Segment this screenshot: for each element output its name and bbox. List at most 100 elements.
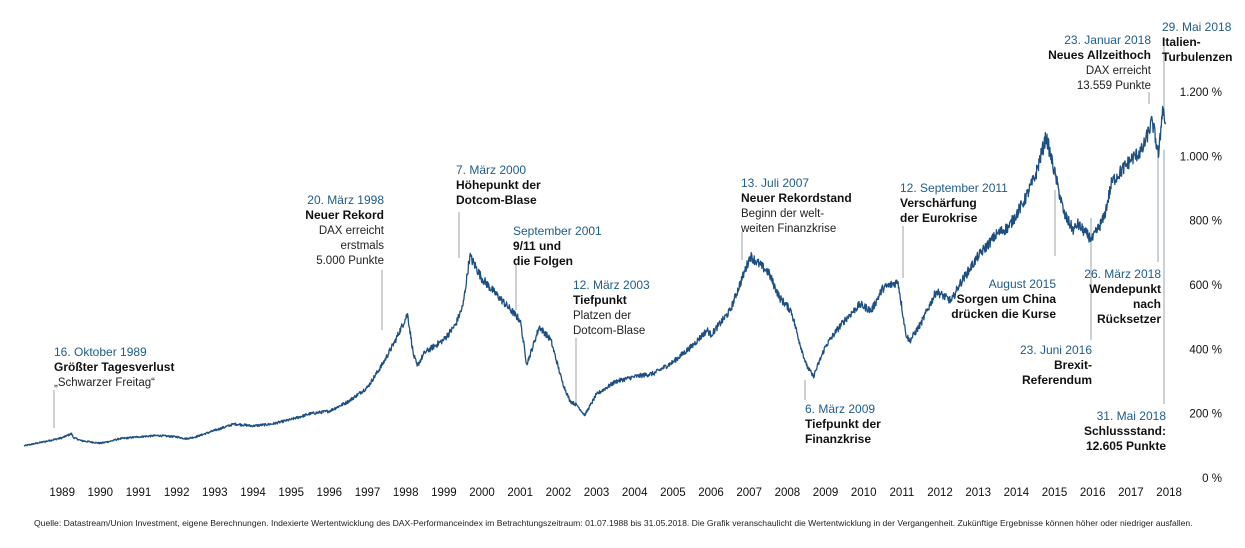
annotation-date: 13. Juli 2007 xyxy=(741,176,809,190)
annotation-title: Tiefpunkt der xyxy=(805,417,881,431)
annotation-date: 20. März 1998 xyxy=(307,193,384,207)
annotation-text: 13.559 Punkte xyxy=(1077,80,1151,92)
annotation-title: Turbulenzen xyxy=(1162,50,1232,64)
x-tick-label: 2007 xyxy=(736,487,762,499)
annotation-text: DAX erreicht xyxy=(319,225,385,237)
annotation-text: Beginn der welt- xyxy=(741,208,824,220)
annotation-title: Höhepunkt der xyxy=(456,178,541,192)
series-line xyxy=(23,105,1167,447)
x-tick-label: 2001 xyxy=(507,487,533,499)
x-tick-label: 1995 xyxy=(278,487,304,499)
annotation-text: Dotcom-Blase xyxy=(573,325,645,337)
annotation-text: „Schwarzer Freitag“ xyxy=(54,377,155,389)
x-tick-label: 2012 xyxy=(927,487,953,499)
y-tick-label: 1.200 % xyxy=(1180,87,1222,99)
annotation-2011: 12. September 2011 Verschärfung der Euro… xyxy=(900,181,1008,225)
annotation-title: Größter Tagesverlust xyxy=(54,360,174,374)
annotation-text: DAX erreicht xyxy=(1086,65,1152,77)
annotation-title: Tiefpunkt xyxy=(573,293,627,307)
annotation-text: Platzen der xyxy=(573,310,631,322)
x-tick-label: 1990 xyxy=(88,487,114,499)
annotation-date: August 2015 xyxy=(989,277,1057,291)
x-tick-label: 1992 xyxy=(164,487,190,499)
annotation-2018-end: 31. Mai 2018 Schlussstand: 12.605 Punkte xyxy=(1084,409,1166,453)
y-tick-label: 0 % xyxy=(1202,473,1222,485)
x-tick-label: 1999 xyxy=(431,487,457,499)
annotation-title: nach xyxy=(1133,297,1161,311)
annotation-date: 12. März 2003 xyxy=(573,278,650,292)
x-tick-label: 2014 xyxy=(1004,487,1030,499)
annotation-title: Neuer Rekord xyxy=(305,208,384,222)
annotation-date: 29. Mai 2018 xyxy=(1162,20,1232,34)
series-group xyxy=(23,105,1167,447)
x-tick-label: 1993 xyxy=(202,487,228,499)
x-tick-label: 1994 xyxy=(240,487,266,499)
x-tick-label: 2002 xyxy=(546,487,572,499)
x-tick-label: 2004 xyxy=(622,487,648,499)
annotation-2001: September 2001 9/11 und die Folgen xyxy=(513,224,602,268)
annotation-text: 5.000 Punkte xyxy=(316,255,384,267)
annotation-leaders xyxy=(53,38,1165,428)
annotation-title: Italien- xyxy=(1162,35,1201,49)
annotation-date: 26. März 2018 xyxy=(1084,267,1161,281)
annotation-date: 23. Januar 2018 xyxy=(1064,33,1151,47)
annotation-date: 7. März 2000 xyxy=(456,163,526,177)
annotation-2018-may: 29. Mai 2018 Italien- Turbulenzen xyxy=(1162,20,1232,64)
annotation-date: 6. März 2009 xyxy=(805,402,875,416)
annotation-title: 9/11 und xyxy=(513,239,561,253)
annotation-title: Wendepunkt xyxy=(1089,282,1161,296)
annotation-title: Brexit- xyxy=(1054,358,1092,372)
annotation-date: 16. Oktober 1989 xyxy=(54,345,147,359)
y-tick-label: 800 % xyxy=(1189,216,1222,228)
annotation-2018-mar: 26. März 2018 Wendepunkt nach Rücksetzer xyxy=(1084,267,1161,326)
y-tick-label: 1.000 % xyxy=(1180,151,1222,163)
annotation-title: drücken die Kurse xyxy=(951,307,1056,321)
x-tick-label: 1997 xyxy=(355,487,381,499)
annotation-title: Rücksetzer xyxy=(1097,312,1161,326)
x-tick-label: 2006 xyxy=(698,487,724,499)
x-tick-label: 2005 xyxy=(660,487,686,499)
annotation-date: 12. September 2011 xyxy=(900,181,1008,195)
x-tick-label: 1996 xyxy=(317,487,343,499)
x-tick-label: 1991 xyxy=(126,487,152,499)
x-tick-label: 2000 xyxy=(469,487,495,499)
annotation-title: die Folgen xyxy=(513,254,573,268)
x-tick-label: 1998 xyxy=(393,487,419,499)
y-tick-label: 400 % xyxy=(1189,344,1222,356)
annotation-2016: 23. Juni 2016 Brexit- Referendum xyxy=(1020,343,1092,387)
annotation-title: 12.605 Punkte xyxy=(1086,439,1166,453)
annotation-title: Referendum xyxy=(1022,373,1092,387)
source-note: Quelle: Datastream/Union Investment, eig… xyxy=(34,518,1193,528)
annotation-text: erstmals xyxy=(341,240,385,252)
x-tick-label: 2018 xyxy=(1156,487,1182,499)
annotation-2003: 12. März 2003 Tiefpunkt Platzen der Dotc… xyxy=(573,278,650,337)
annotation-title: Verschärfung xyxy=(900,196,977,210)
x-tick-label: 2016 xyxy=(1080,487,1106,499)
annotation-2007: 13. Juli 2007 Neuer Rekordstand Beginn d… xyxy=(740,176,852,235)
annotation-title: Neuer Rekordstand xyxy=(741,191,852,205)
annotation-date: September 2001 xyxy=(513,224,602,238)
y-tick-label: 200 % xyxy=(1189,409,1222,421)
x-tick-label: 2008 xyxy=(775,487,801,499)
x-tick-label: 2015 xyxy=(1042,487,1068,499)
annotation-title: Finanzkrise xyxy=(805,432,871,446)
annotation-1998: 20. März 1998 Neuer Rekord DAX erreicht … xyxy=(305,193,385,267)
x-tick-label: 2017 xyxy=(1118,487,1144,499)
annotation-1989: 16. Oktober 1989 Größter Tagesverlust „S… xyxy=(54,345,174,389)
x-tick-label: 1989 xyxy=(49,487,75,499)
annotation-title: Neues Allzeithoch xyxy=(1048,48,1151,62)
y-axis-ticks: 0 % 200 % 400 % 600 % 800 % 1.000 % 1.200 % xyxy=(1180,87,1222,485)
x-tick-label: 2009 xyxy=(813,487,839,499)
annotation-title: Schlussstand: xyxy=(1084,424,1166,438)
annotation-date: 23. Juni 2016 xyxy=(1020,343,1092,357)
annotation-title: der Eurokrise xyxy=(900,211,978,225)
annotation-date: 31. Mai 2018 xyxy=(1097,409,1167,423)
x-tick-label: 2003 xyxy=(584,487,610,499)
annotation-title: Sorgen um China xyxy=(957,292,1057,306)
annotation-2018-jan: 23. Januar 2018 Neues Allzeithoch DAX er… xyxy=(1048,33,1152,92)
annotation-2015: August 2015 Sorgen um China drücken die … xyxy=(951,277,1056,321)
x-axis-ticks: 1989 1990 1991 1992 1993 1994 1995 1996 1997 1998… xyxy=(49,487,1181,499)
y-tick-label: 600 % xyxy=(1189,280,1222,292)
x-tick-label: 2011 xyxy=(890,487,915,499)
